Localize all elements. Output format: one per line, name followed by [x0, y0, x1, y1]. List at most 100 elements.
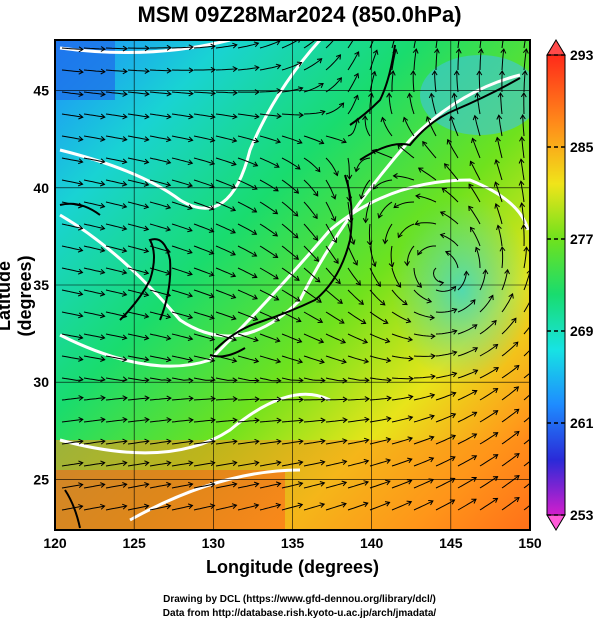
streamline: [435, 456, 456, 467]
streamline: [215, 267, 236, 277]
streamline: [413, 415, 435, 423]
streamline-arrowhead: [187, 270, 193, 277]
streamline-arrowhead: [362, 218, 369, 224]
streamline: [171, 46, 194, 49]
streamline: [149, 69, 172, 72]
streamline: [237, 135, 259, 143]
streamline-arrowhead: [430, 353, 436, 360]
streamline: [193, 157, 215, 165]
streamline-arrowhead: [254, 438, 260, 445]
streamline: [237, 179, 258, 190]
streamline: [325, 223, 337, 243]
streamline-arrowhead: [208, 271, 215, 277]
streamline: [105, 505, 127, 511]
streamline: [369, 50, 378, 71]
streamline: [391, 311, 411, 323]
streamline: [523, 224, 525, 247]
streamline-arrowhead: [406, 92, 413, 99]
streamline-arrowhead: [143, 203, 150, 210]
streamline-arrowhead: [121, 269, 128, 275]
streamline: [422, 141, 437, 159]
streamline: [523, 49, 527, 71]
streamline: [61, 397, 83, 401]
streamline-arrowhead: [143, 247, 150, 254]
streamline-arrowhead: [371, 261, 377, 268]
streamline: [495, 159, 503, 181]
streamline: [237, 504, 259, 511]
streamline: [457, 271, 467, 291]
streamline-arrowhead: [78, 136, 84, 142]
streamline-arrowhead: [298, 112, 304, 119]
streamline-arrowhead: [296, 317, 302, 323]
streamline-arrowhead: [143, 158, 150, 165]
streamline-arrowhead: [439, 232, 446, 239]
streamline-arrowhead: [144, 356, 150, 363]
streamline-arrowhead: [232, 417, 238, 424]
streamline: [193, 311, 215, 319]
streamline: [149, 135, 171, 141]
streamline-arrowhead: [319, 481, 326, 487]
streamline: [303, 399, 326, 401]
streamline: [325, 311, 345, 324]
streamline: [521, 137, 525, 159]
streamline-arrowhead: [77, 246, 84, 253]
streamline-arrowhead: [441, 187, 447, 193]
streamline: [368, 223, 371, 245]
streamline: [347, 201, 352, 223]
streamline-arrowhead: [294, 275, 300, 281]
streamline: [406, 245, 415, 266]
streamline-arrowhead: [100, 395, 106, 401]
streamline: [237, 483, 259, 489]
x-tick-label: 140: [360, 535, 384, 551]
streamline: [215, 440, 237, 445]
streamline: [440, 211, 459, 225]
streamline-arrowhead: [274, 337, 281, 343]
colorbar-max-arrow: [546, 39, 566, 56]
streamline: [435, 392, 456, 401]
streamline: [413, 394, 435, 401]
streamline: [193, 462, 215, 467]
streamline: [149, 201, 171, 209]
streamline: [193, 333, 215, 341]
streamline-arrowhead: [188, 395, 194, 402]
streamline: [237, 289, 258, 300]
streamline-arrowhead: [122, 395, 128, 402]
streamline-arrowhead: [385, 357, 392, 364]
streamline-arrowhead: [352, 260, 358, 266]
streamline-arrowhead: [500, 48, 507, 54]
streamline-arrowhead: [523, 246, 530, 252]
streamline-arrowhead: [188, 90, 194, 97]
streamline: [61, 91, 83, 96]
streamline-arrowhead: [520, 224, 527, 230]
streamline-arrowhead: [331, 237, 337, 244]
streamline: [215, 245, 236, 256]
streamline: [237, 440, 259, 445]
streamline: [171, 419, 193, 423]
streamline-arrowhead: [187, 159, 194, 166]
streamline-arrowhead: [231, 503, 238, 509]
streamline-arrowhead: [187, 356, 194, 363]
streamline: [237, 377, 259, 382]
streamline: [457, 299, 476, 313]
streamline: [193, 355, 215, 362]
streamline-arrowhead: [210, 43, 216, 50]
streamline: [501, 40, 504, 49]
streamline-arrowhead: [143, 269, 150, 276]
streamline: [391, 355, 413, 360]
streamline: [426, 116, 437, 137]
streamline: [83, 418, 105, 423]
streamline: [215, 201, 236, 211]
streamline-arrowhead: [210, 438, 216, 445]
streamline-arrowhead: [532, 317, 536, 322]
streamline: [347, 502, 368, 511]
streamline: [325, 245, 339, 264]
streamline: [171, 462, 193, 467]
streamline-arrowhead: [143, 181, 150, 187]
streamline: [215, 483, 237, 489]
streamline: [501, 431, 520, 445]
streamline-arrowhead: [377, 213, 383, 219]
streamline-arrowhead: [514, 475, 520, 481]
streamline: [281, 157, 301, 170]
streamline-arrowhead: [296, 61, 303, 67]
streamline: [303, 83, 324, 93]
